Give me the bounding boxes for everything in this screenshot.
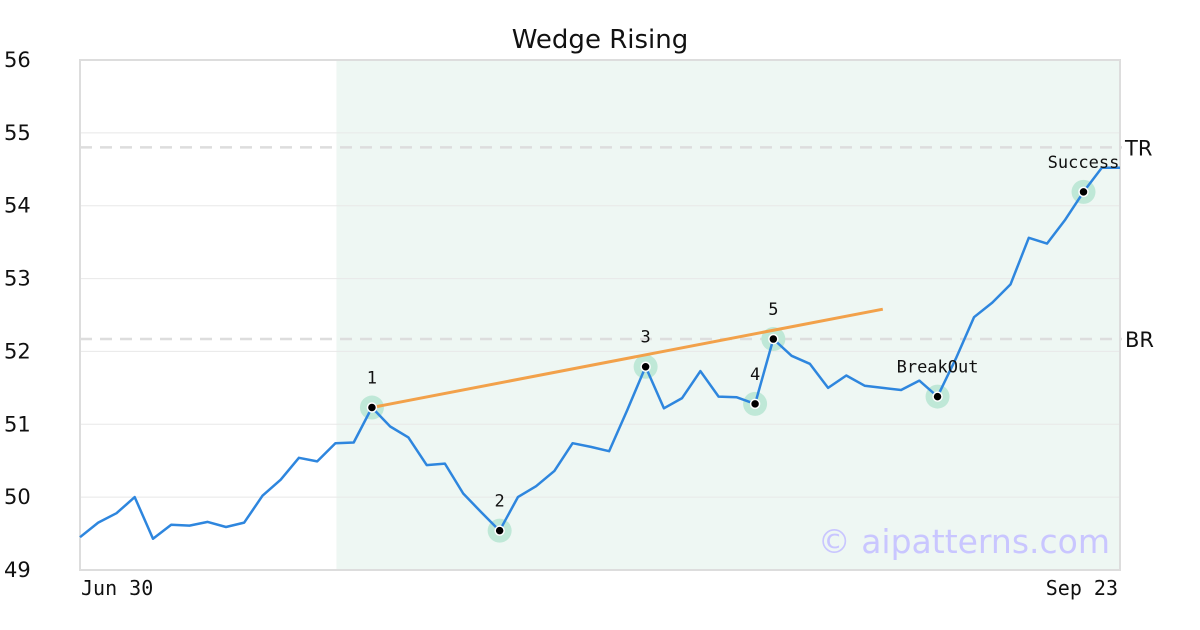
watermark: © aipatterns.com [818, 522, 1110, 561]
y-tick-label: 54 [4, 194, 31, 218]
point-label: 5 [768, 300, 778, 320]
x-tick-label: Jun 30 [81, 576, 153, 600]
y-tick-label: 49 [4, 558, 31, 582]
reference-label-br: BR [1125, 328, 1154, 352]
point-marker [1078, 186, 1089, 198]
x-tick-label: Sep 23 [1046, 576, 1118, 600]
reference-label-tr: TR [1124, 136, 1152, 160]
y-tick-label: 52 [4, 339, 31, 363]
y-tick-label: 51 [4, 412, 31, 436]
point-label: 2 [495, 492, 505, 512]
y-tick-label: 56 [4, 48, 31, 72]
point-marker [494, 525, 505, 536]
y-tick-label: 53 [4, 267, 31, 291]
point-label: 4 [750, 365, 760, 385]
point-label: 1 [367, 369, 377, 389]
y-tick-label: 55 [4, 121, 31, 145]
trendline [371, 307, 884, 410]
point-marker [366, 402, 378, 413]
point-marker [768, 333, 779, 345]
point-marker [932, 391, 943, 402]
point-marker [749, 398, 761, 410]
point-label: Success [1048, 153, 1120, 173]
point-label: BreakOut [897, 358, 979, 378]
y-tick-label: 50 [4, 485, 31, 509]
plot-border [79, 59, 1121, 571]
point-marker [640, 361, 651, 372]
point-label: 3 [640, 328, 650, 348]
chart-title: Wedge Rising [512, 25, 689, 55]
pattern-region [336, 60, 1120, 570]
price-line [79, 166, 1120, 540]
